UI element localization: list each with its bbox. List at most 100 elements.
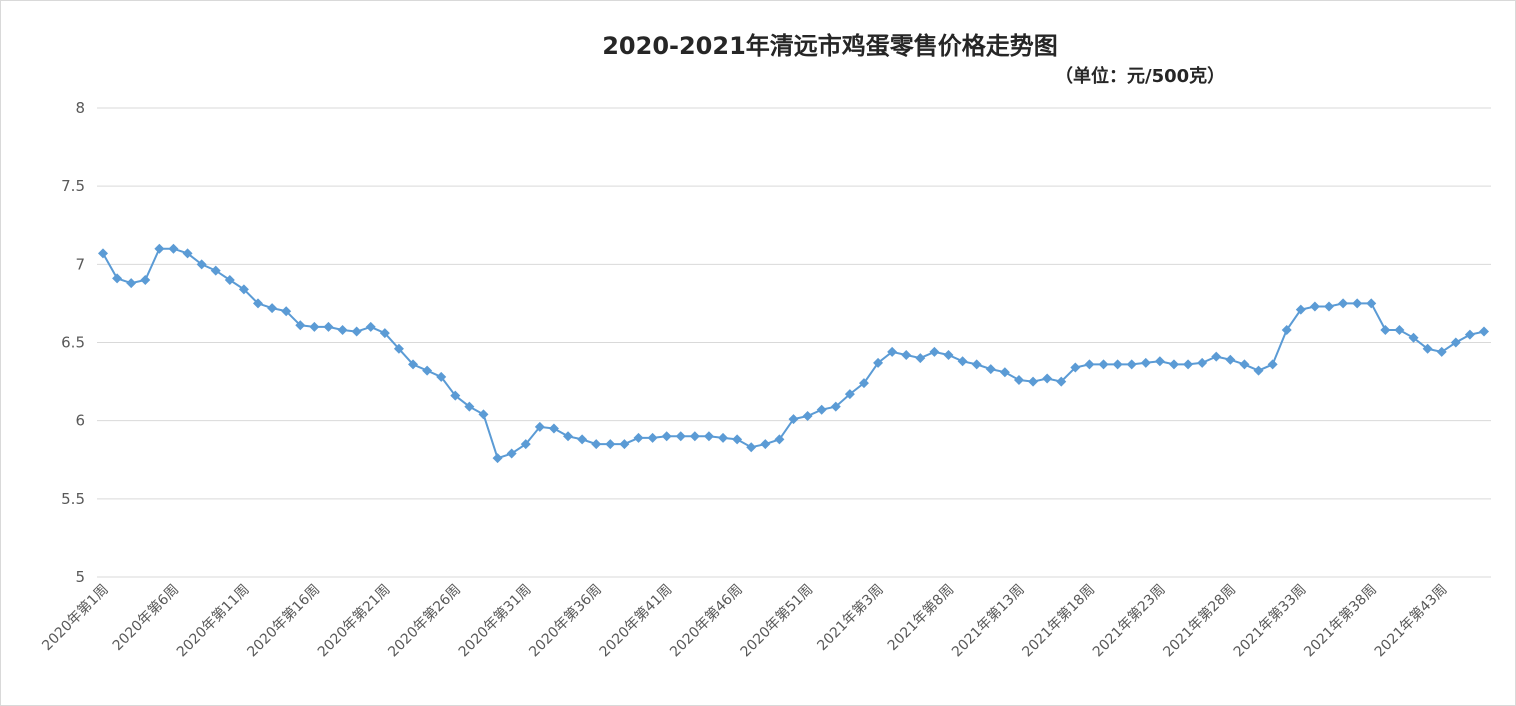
data-point-marker bbox=[196, 259, 207, 270]
data-point-marker bbox=[732, 434, 743, 445]
data-point-marker bbox=[1450, 337, 1461, 348]
y-tick-label: 6.5 bbox=[61, 334, 85, 352]
data-point-marker bbox=[182, 248, 193, 259]
data-point-marker bbox=[703, 431, 714, 442]
data-point-marker bbox=[323, 321, 334, 332]
data-point-marker bbox=[224, 274, 235, 285]
data-point-marker bbox=[210, 265, 221, 276]
data-point-marker bbox=[408, 359, 419, 370]
data-point-marker bbox=[577, 434, 588, 445]
data-point-marker bbox=[1309, 301, 1320, 312]
y-tick-label: 7 bbox=[75, 255, 85, 273]
data-point-marker bbox=[98, 248, 108, 259]
data-point-marker bbox=[647, 432, 658, 443]
x-tick-label: 2020年第21周 bbox=[314, 581, 394, 661]
data-point-marker bbox=[1253, 365, 1264, 376]
data-point-marker bbox=[1112, 359, 1123, 370]
x-tick-label: 2021年第43周 bbox=[1371, 581, 1451, 661]
data-point-marker bbox=[1408, 332, 1419, 343]
data-point-marker bbox=[393, 343, 404, 354]
x-tick-label: 2020年第51周 bbox=[737, 581, 817, 661]
x-tick-label: 2021年第13周 bbox=[948, 581, 1028, 661]
data-point-marker bbox=[309, 321, 320, 332]
data-point-marker bbox=[689, 431, 700, 442]
data-point-marker bbox=[1197, 357, 1208, 368]
data-point-marker bbox=[915, 353, 926, 364]
chart-title: 2020-2021年清远市鸡蛋零售价格走势图 bbox=[602, 32, 1058, 60]
data-point-marker bbox=[154, 243, 165, 254]
data-point-marker bbox=[971, 359, 982, 370]
x-tick-label: 2020年第41周 bbox=[596, 581, 676, 661]
x-tick-label: 2020年第1周 bbox=[39, 581, 112, 654]
data-point-marker bbox=[830, 401, 841, 412]
y-axis-ticks: 5 5.5 6 6.5 7 7.5 8 bbox=[61, 99, 85, 586]
data-point-marker bbox=[1070, 362, 1081, 373]
x-tick-label: 2021年第3周 bbox=[814, 581, 887, 654]
data-point-marker bbox=[563, 431, 574, 442]
data-point-marker bbox=[351, 326, 362, 337]
data-point-marker bbox=[1183, 359, 1194, 370]
data-point-marker bbox=[1436, 346, 1447, 357]
data-point-marker bbox=[774, 434, 785, 445]
data-point-marker bbox=[1154, 356, 1165, 367]
data-point-marker bbox=[802, 410, 813, 421]
data-point-marker bbox=[520, 439, 531, 450]
x-tick-label: 2020年第6周 bbox=[109, 581, 182, 654]
data-point-marker bbox=[1422, 343, 1433, 354]
data-point-marker bbox=[1056, 376, 1067, 387]
x-tick-label: 2020年第36周 bbox=[526, 581, 606, 661]
data-point-marker bbox=[957, 356, 968, 367]
data-point-marker bbox=[422, 365, 433, 376]
x-tick-label: 2021年第8周 bbox=[884, 581, 957, 654]
data-point-marker bbox=[844, 389, 855, 400]
data-point-marker bbox=[591, 439, 602, 450]
data-point-marker bbox=[337, 324, 348, 335]
data-point-marker bbox=[1323, 301, 1334, 312]
data-point-marker bbox=[661, 431, 672, 442]
data-point-marker bbox=[746, 442, 757, 453]
data-point-marker bbox=[943, 350, 954, 361]
x-tick-label: 2020年第26周 bbox=[385, 581, 465, 661]
data-point-marker bbox=[126, 278, 137, 289]
x-tick-label: 2021年第28周 bbox=[1160, 581, 1240, 661]
data-point-marker bbox=[548, 423, 559, 434]
data-point-marker bbox=[1352, 298, 1363, 309]
data-point-marker bbox=[1281, 324, 1292, 335]
data-point-marker bbox=[1338, 298, 1349, 309]
data-point-marker bbox=[816, 404, 827, 415]
data-point-marker bbox=[450, 390, 461, 401]
y-tick-label: 5.5 bbox=[61, 490, 85, 508]
data-point-marker bbox=[858, 378, 869, 389]
data-point-marker bbox=[675, 431, 686, 442]
data-point-marker bbox=[873, 357, 884, 368]
data-point-marker bbox=[1168, 359, 1179, 370]
y-tick-label: 8 bbox=[75, 99, 85, 117]
data-point-marker bbox=[1013, 375, 1024, 386]
gridlines bbox=[97, 107, 1491, 578]
chart-unit-label: （单位：元/500克） bbox=[1055, 66, 1226, 87]
data-point-marker bbox=[1479, 326, 1489, 337]
data-point-marker bbox=[464, 401, 475, 412]
data-point-marker bbox=[1211, 351, 1222, 362]
data-point-marker bbox=[1098, 359, 1109, 370]
x-tick-label: 2021年第18周 bbox=[1019, 581, 1099, 661]
data-point-marker bbox=[999, 367, 1010, 378]
data-point-marker bbox=[492, 453, 503, 464]
data-point-marker bbox=[295, 320, 306, 331]
series-markers bbox=[98, 243, 1489, 464]
data-point-marker bbox=[267, 303, 278, 314]
x-tick-label: 2020年第11周 bbox=[173, 581, 253, 661]
x-tick-label: 2020年第46周 bbox=[666, 581, 746, 661]
data-point-marker bbox=[718, 432, 729, 443]
data-point-marker bbox=[1028, 376, 1039, 387]
data-point-marker bbox=[1295, 304, 1306, 315]
x-tick-label: 2020年第16周 bbox=[244, 581, 324, 661]
series-line bbox=[102, 247, 1485, 460]
data-point-marker bbox=[112, 273, 123, 284]
data-point-marker bbox=[1267, 359, 1278, 370]
data-point-marker bbox=[1366, 298, 1377, 309]
data-point-marker bbox=[281, 306, 292, 317]
y-tick-label: 6 bbox=[75, 412, 85, 430]
data-point-marker bbox=[887, 346, 898, 357]
